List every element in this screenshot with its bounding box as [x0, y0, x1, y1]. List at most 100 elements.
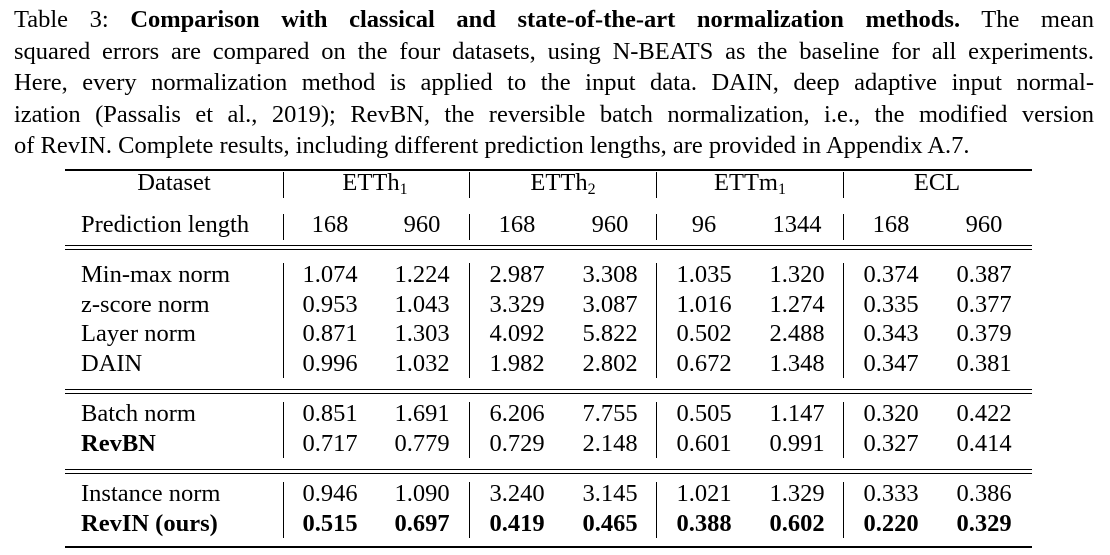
- column-separator: [283, 402, 285, 459]
- dataset-header: Dataset: [137, 169, 211, 196]
- table-cell: 1.224: [394, 261, 450, 288]
- table-cell: 0.871: [302, 320, 358, 348]
- column-separator: [469, 263, 471, 379]
- table-top-rule: [65, 169, 1032, 171]
- column-separator: [843, 263, 845, 379]
- table-cell: 0.329: [956, 509, 1012, 537]
- table-cell: 1.691: [394, 400, 450, 427]
- column-separator: [656, 482, 658, 539]
- prediction-length-value: 168: [872, 211, 910, 238]
- column-separator: [843, 402, 845, 459]
- table-cell: 0.386: [956, 480, 1012, 507]
- method-label: z-score norm: [81, 290, 210, 318]
- table-cell: 0.377: [956, 290, 1012, 318]
- table-cell: 0.333: [863, 480, 919, 507]
- method-label: RevIN (ours): [81, 509, 218, 537]
- header-rule-b: [65, 249, 1032, 251]
- table-cell: 0.414: [956, 429, 1012, 457]
- table-cell: 0.672: [676, 349, 732, 377]
- dataset-name-header: ETTh2: [530, 169, 596, 198]
- table-cell: 3.308: [582, 261, 638, 288]
- table-bottom-rule: [65, 546, 1032, 548]
- column-separator: [656, 263, 658, 379]
- prediction-length-value: 168: [498, 211, 536, 238]
- group-rule-b: [65, 393, 1032, 395]
- method-label: Batch norm: [81, 400, 196, 427]
- dataset-name: ECL: [913, 169, 961, 196]
- table-cell: 5.822: [582, 320, 638, 348]
- table-cell: 0.387: [956, 261, 1012, 288]
- table-cell: 1.320: [769, 261, 825, 288]
- table-cell: 1.147: [769, 400, 825, 427]
- table-cell: 0.379: [956, 320, 1012, 348]
- table-cell: 0.388: [676, 509, 732, 537]
- column-separator: [469, 172, 471, 198]
- prediction-length-value: 960: [965, 211, 1003, 238]
- table-cell: 0.729: [489, 429, 545, 457]
- prediction-length-value: 1344: [772, 211, 822, 238]
- method-label: Instance norm: [81, 480, 221, 507]
- table-cell: 0.697: [394, 509, 450, 537]
- dataset-name-header: ECL: [914, 169, 960, 197]
- prediction-length-value: 96: [691, 211, 717, 238]
- table-cell: 0.717: [302, 429, 358, 457]
- table-cell: 1.348: [769, 349, 825, 377]
- table-cell: 3.145: [582, 480, 638, 507]
- table-cell: 0.465: [582, 509, 638, 537]
- caption-line-1: Table 3: Comparison with classical and s…: [14, 4, 1094, 36]
- column-separator: [843, 214, 845, 240]
- column-separator: [843, 482, 845, 539]
- table-cell: 1.074: [302, 261, 358, 288]
- group-rule-c: [65, 469, 1032, 471]
- table-cell: 1.035: [676, 261, 732, 288]
- dataset-name-header: ETTm1: [714, 169, 786, 198]
- table-cell: 1.043: [394, 290, 450, 318]
- table-cell: 0.946: [302, 480, 358, 507]
- table-cell: 0.779: [394, 429, 450, 457]
- column-separator: [843, 172, 845, 198]
- table-cell: 0.381: [956, 349, 1012, 377]
- column-separator: [656, 214, 658, 240]
- caption-line-3: Here, every normalization method is appl…: [14, 69, 1094, 96]
- column-separator: [656, 402, 658, 459]
- method-label: RevBN: [81, 429, 156, 457]
- table-cell: 2.987: [489, 261, 545, 288]
- dataset-subscript: 1: [777, 181, 786, 198]
- table-cell: 0.515: [302, 509, 358, 537]
- dataset-name-header: ETTh1: [342, 169, 408, 198]
- dataset-name: ETTh: [530, 169, 588, 196]
- caption-line-4: ization (Passalis et al., 2019); RevBN, …: [14, 100, 1094, 128]
- prediction-length-value: 960: [591, 211, 629, 238]
- table-cell: 4.092: [489, 320, 545, 348]
- table-cell: 0.327: [863, 429, 919, 457]
- column-separator: [283, 263, 285, 379]
- prediction-length-value: 960: [403, 211, 441, 238]
- table-cell: 0.505: [676, 400, 732, 427]
- column-separator: [656, 172, 658, 198]
- table-cell: 0.374: [863, 261, 919, 288]
- table-cell: 1.016: [676, 290, 732, 318]
- table-cell: 0.996: [302, 349, 358, 377]
- table-cell: 6.206: [489, 400, 545, 427]
- dataset-subscript: 1: [399, 181, 408, 198]
- caption-text-1: The mean: [981, 6, 1094, 33]
- table-cell: 0.335: [863, 290, 919, 318]
- dataset-subscript: 2: [587, 181, 596, 198]
- table-cell: 0.220: [863, 509, 919, 537]
- table-cell: 1.032: [394, 349, 450, 377]
- column-separator: [283, 214, 285, 240]
- table-cell: 0.347: [863, 349, 919, 377]
- table-cell: 0.419: [489, 509, 545, 537]
- table-cell: 1.274: [769, 290, 825, 318]
- table-cell: 3.087: [582, 290, 638, 318]
- dataset-name: ETTm: [714, 169, 778, 196]
- table-cell: 0.320: [863, 400, 919, 427]
- table-cell: 0.343: [863, 320, 919, 348]
- table-cell: 0.991: [769, 429, 825, 457]
- prediction-length-header: Prediction length: [81, 211, 250, 238]
- column-separator: [469, 402, 471, 459]
- table-cell: 0.851: [302, 400, 358, 427]
- table-cell: 1.303: [394, 320, 450, 348]
- column-separator: [469, 214, 471, 240]
- group-rule-d: [65, 473, 1032, 475]
